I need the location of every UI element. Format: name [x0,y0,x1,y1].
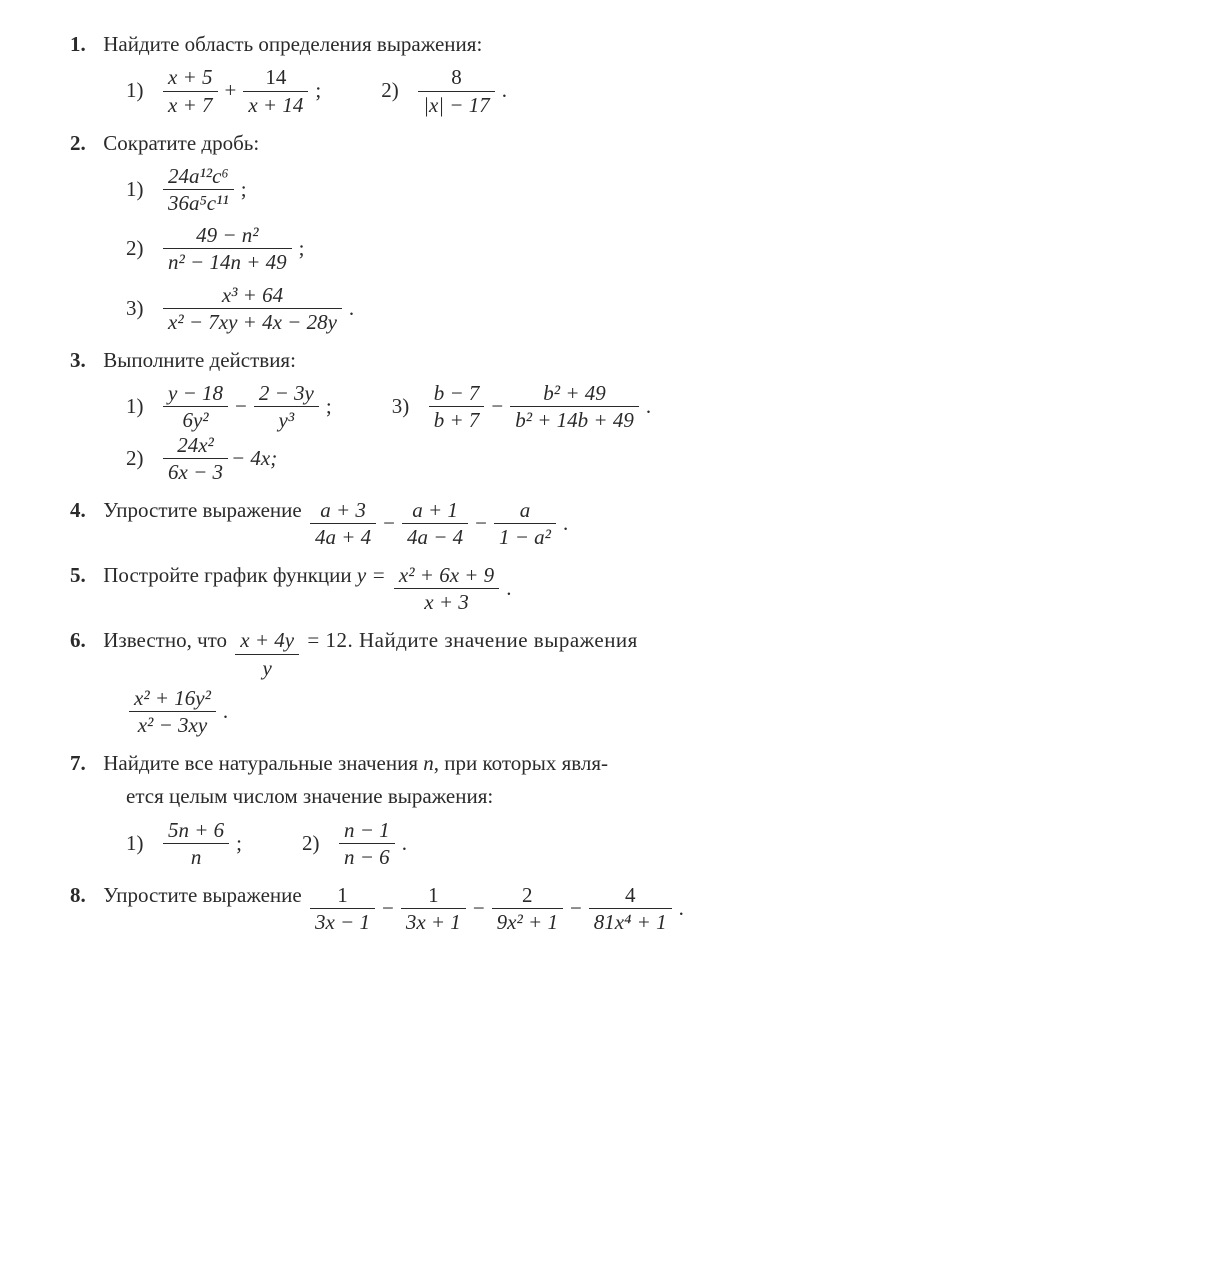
problem-text: Найдите область определения выражения: [103,32,482,56]
sub-1: 1) 5n + 6n ; [126,818,242,869]
problem-number: 3. [70,346,98,375]
sub-2: 2) 24x²6x − 3 − 4x; [126,433,1148,484]
problem-text: Сократите дробь: [103,131,259,155]
problem-number: 1. [70,30,98,59]
problem-number: 6. [70,626,98,655]
problem-number: 4. [70,496,98,525]
sub-1: 1) y − 186y² − 2 − 3yy³ ; [126,381,332,432]
subproblems: 1) x + 5x + 7 + 14x + 14 ; 2) 8|x| − 17 … [126,65,1148,116]
problem-5: 5. Постройте график функции y = x² + 6x … [70,561,1148,614]
problem-text-b: = 12. Найдите значение выражения [307,628,637,652]
problem-text: Постройте график функции [103,563,357,587]
problem-text-c: ется целым числом значение выражения: [126,782,1148,811]
problem-3: 3. Выполните действия: 1) y − 186y² − 2 … [70,346,1148,484]
problem-2: 2. Сократите дробь: 1) 24a¹²c⁶36a⁵c¹¹ ; … [70,129,1148,334]
sub-2: 2) 8|x| − 17 . [381,65,507,116]
sub-2: 2) 49 − n²n² − 14n + 49 ; [126,223,1148,274]
sub-3: 3) x³ + 64x² − 7xy + 4x − 28y . [126,283,1148,334]
problem-number: 8. [70,881,98,910]
problem-text: Выполните действия: [103,348,296,372]
problem-text-a: Известно, что [103,628,232,652]
problem-4: 4. Упростите выражение a + 34a + 4 − a +… [70,496,1148,549]
problem-6: 6. Известно, что x + 4yy = 12. Найдите з… [70,626,1148,737]
sub-2: 2) n − 1n − 6 . [302,818,407,869]
problem-continuation: x² + 16y²x² − 3xy . [126,684,1148,737]
problem-7: 7. Найдите все натуральные значения n, п… [70,749,1148,869]
sub-1: 1) 24a¹²c⁶36a⁵c¹¹ ; [126,164,1148,215]
problem-number: 5. [70,561,98,590]
problem-text: Упростите выражение [103,883,307,907]
problem-text-b: , при которых явля- [434,751,608,775]
problem-number: 7. [70,749,98,778]
problem-text-a: Найдите все натуральные значения [103,751,423,775]
problem-8: 8. Упростите выражение 13x − 1 − 13x + 1… [70,881,1148,934]
problem-number: 2. [70,129,98,158]
sub-1: 1) x + 5x + 7 + 14x + 14 ; [126,65,321,116]
problem-text: Упростите выражение [103,498,307,522]
problem-1: 1. Найдите область определения выражения… [70,30,1148,117]
sub-3: 3) b − 7b + 7 − b² + 49b² + 14b + 49 . [392,381,651,432]
